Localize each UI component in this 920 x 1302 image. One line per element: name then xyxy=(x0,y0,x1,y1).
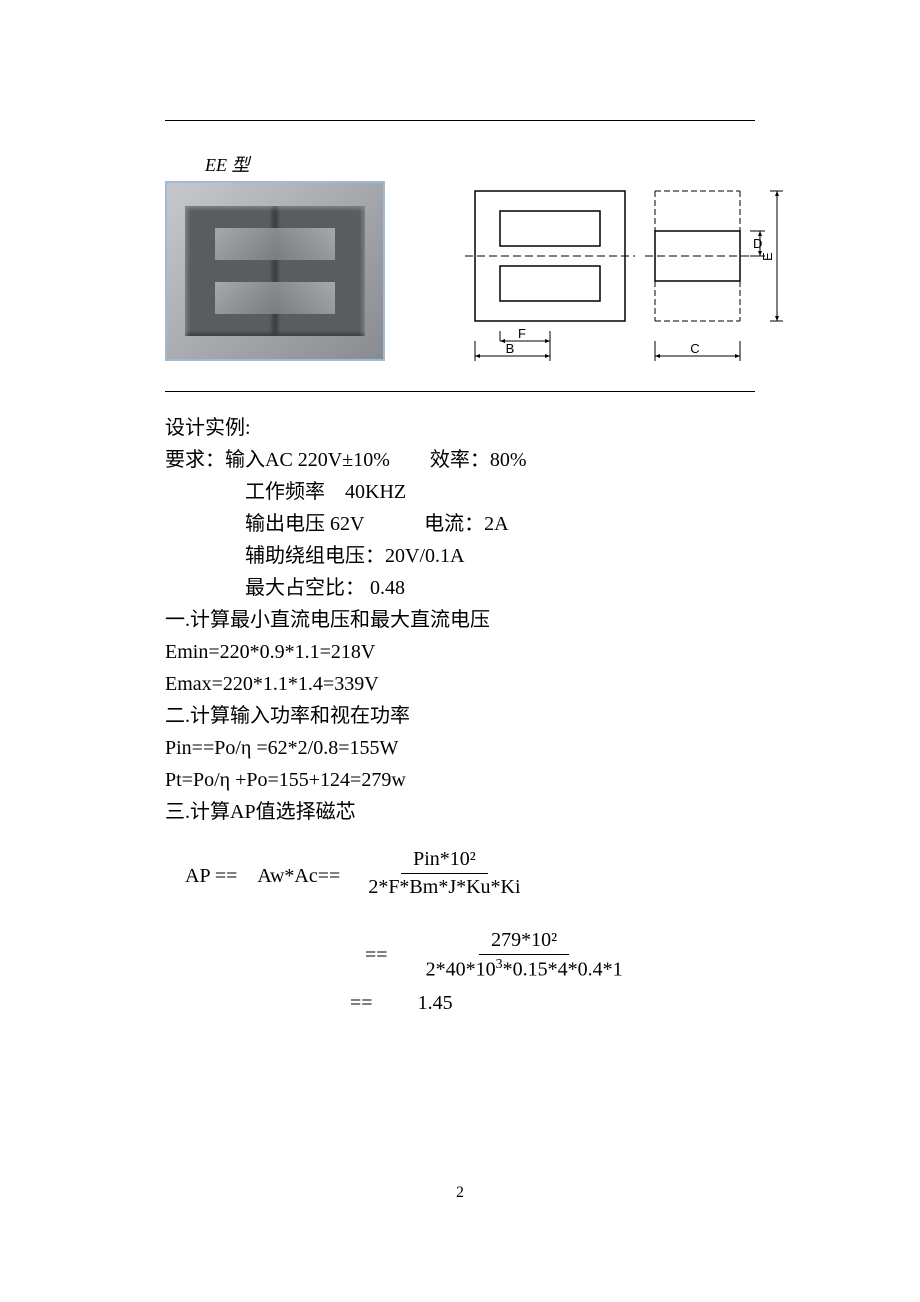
emax-line: Emax=220*1.1*1.4=339V xyxy=(165,668,755,700)
ee-dimension-diagram-front: F B xyxy=(465,181,635,381)
formula-line-1: AP == Aw*Ac== Pin*10² 2*F*Bm*J*Ku*Ki xyxy=(165,848,755,899)
requirement-line: 要求：输入AC 220V±10% 效率：80% xyxy=(165,444,755,476)
fraction-2: 279*10² 2*40*103*0.15*4*0.4*1 xyxy=(418,929,631,982)
fraction-2-den: 2*40*103*0.15*4*0.4*1 xyxy=(418,955,631,982)
page-number: 2 xyxy=(456,1184,464,1202)
formula-block: AP == Aw*Ac== Pin*10² 2*F*Bm*J*Ku*Ki == … xyxy=(165,848,755,1015)
formula-result: 1.45 xyxy=(418,992,453,1015)
ee-core-photo xyxy=(165,181,385,361)
label-f: F xyxy=(518,326,526,341)
output-line: 输出电压 62V 电流：2A xyxy=(165,508,755,540)
eq-sign-2: == xyxy=(165,944,418,967)
formula-line-3: == 1.45 xyxy=(165,992,755,1015)
design-example-title: 设计实例: xyxy=(165,412,755,444)
top-divider xyxy=(165,120,755,121)
frequency-line: 工作频率 40KHZ xyxy=(165,476,755,508)
fraction-1-den: 2*F*Bm*J*Ku*Ki xyxy=(360,874,528,899)
figure-label: EE 型 xyxy=(205,151,250,177)
duty-line: 最大占空比： 0.48 xyxy=(165,572,755,604)
label-c: C xyxy=(690,341,699,356)
aux-line: 辅助绕组电压：20V/0.1A xyxy=(165,540,755,572)
pin-line: Pin==Po/η =62*2/0.8=155W xyxy=(165,732,755,764)
section-3: 三.计算AP值选择磁芯 xyxy=(165,796,755,828)
ee-dimension-diagram-side: D E C xyxy=(645,181,795,381)
fraction-2-num: 279*10² xyxy=(479,929,569,955)
section-divider xyxy=(165,391,755,392)
section-1: 一.计算最小直流电压和最大直流电压 xyxy=(165,604,755,636)
fraction-1: Pin*10² 2*F*Bm*J*Ku*Ki xyxy=(360,848,528,899)
eq-sign-3: == xyxy=(165,992,418,1015)
formula-lhs: AP == Aw*Ac== xyxy=(165,859,360,888)
fraction-1-num: Pin*10² xyxy=(401,848,488,874)
formula-line-2: == 279*10² 2*40*103*0.15*4*0.4*1 xyxy=(165,929,755,982)
pt-line: Pt=Po/η +Po=155+124=279w xyxy=(165,764,755,796)
content-body: 设计实例: 要求：输入AC 220V±10% 效率：80% 工作频率 40KHZ… xyxy=(165,412,755,828)
figure-container: EE 型 F B xyxy=(165,151,755,381)
section-2: 二.计算输入功率和视在功率 xyxy=(165,700,755,732)
emin-line: Emin=220*0.9*1.1=218V xyxy=(165,636,755,668)
label-d: D xyxy=(753,236,762,251)
label-b: B xyxy=(506,341,515,356)
label-e: E xyxy=(760,252,775,261)
